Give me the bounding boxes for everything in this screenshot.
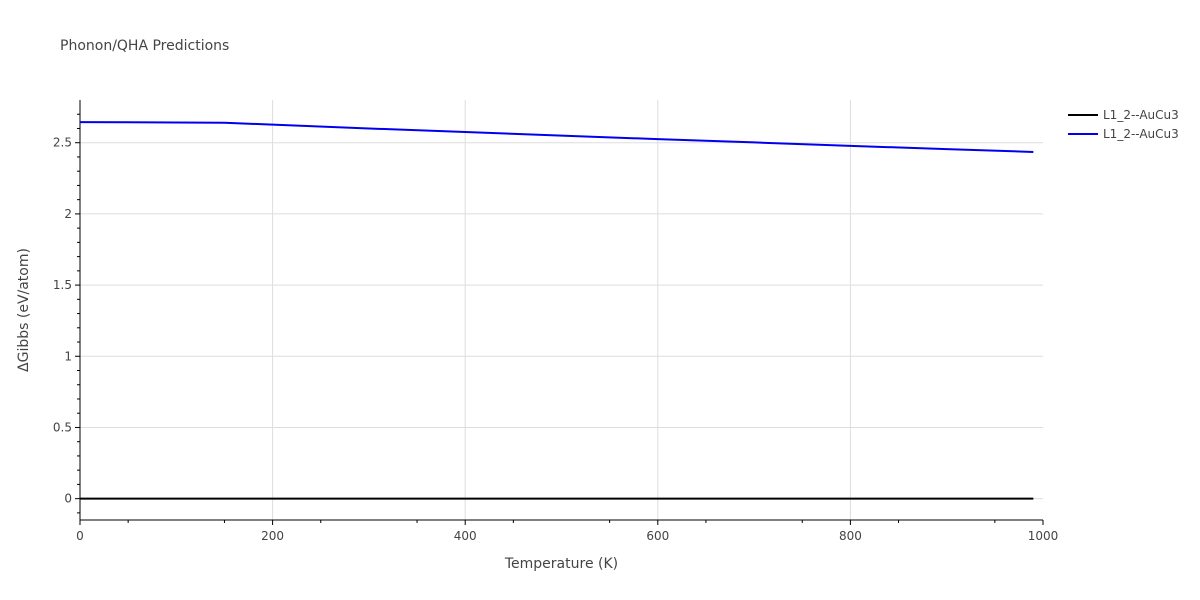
legend-label: L1_2--AuCu3 [1103, 108, 1179, 122]
legend-label: L1_2--AuCu3 [1103, 127, 1179, 141]
y-tick-label: 1 [64, 349, 72, 363]
axes [79, 100, 1043, 521]
legend[interactable]: L1_2--AuCu3 L1_2--AuCu3 [1068, 108, 1179, 141]
series-group [79, 121, 1034, 500]
x-tick-label: 200 [261, 529, 284, 543]
x-tick-label: 0 [76, 529, 84, 543]
chart-title: Phonon/QHA Predictions [60, 38, 229, 54]
x-ticks: 0 200 400 600 800 1000 [76, 520, 1058, 543]
x-axis-title: Temperature (K) [504, 556, 618, 572]
y-axis-title: ΔGibbs (eV/atom) [16, 248, 32, 372]
grid [80, 100, 1043, 520]
legend-item[interactable]: L1_2--AuCu3 [1068, 127, 1179, 141]
x-tick-label: 400 [454, 529, 477, 543]
y-tick-label: 0.5 [53, 420, 72, 434]
x-tick-label: 800 [839, 529, 862, 543]
y-tick-label: 0 [64, 492, 72, 506]
y-tick-label: 2.5 [53, 136, 72, 150]
x-tick-label: 1000 [1028, 529, 1059, 543]
y-tick-label: 2 [64, 207, 72, 221]
y-tick-label: 1.5 [53, 278, 72, 292]
y-ticks: 0 0.5 1 1.5 2 2.5 [53, 113, 80, 514]
x-tick-label: 600 [646, 529, 669, 543]
legend-item[interactable]: L1_2--AuCu3 [1068, 108, 1179, 122]
series-line-2 [79, 121, 1034, 153]
